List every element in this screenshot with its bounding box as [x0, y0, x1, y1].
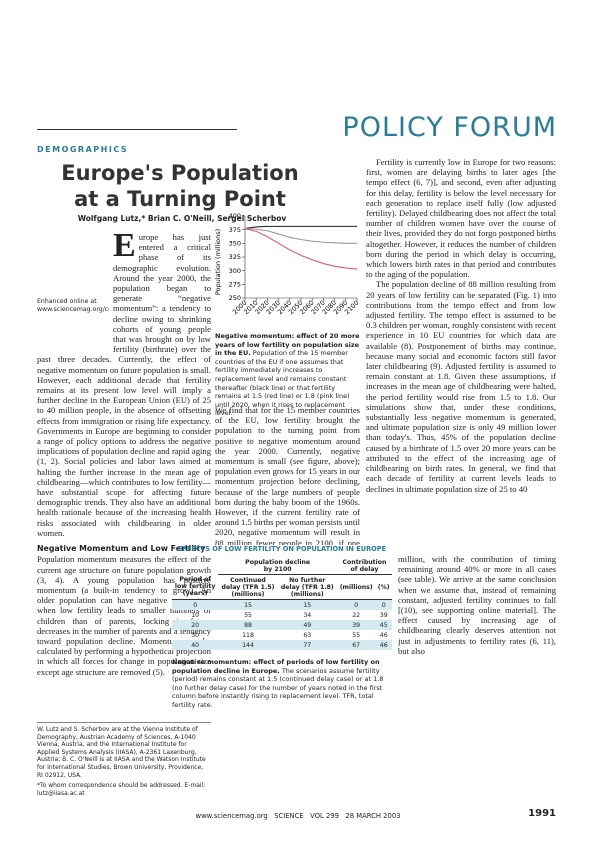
online-note: Enhanced online at www.sciencemag.org/cg…	[37, 298, 109, 314]
caption: Negative momentum: effect of 20 more yea…	[215, 332, 360, 418]
y-tick-label: 275	[229, 281, 241, 289]
table-title: EFFECTS OF LOW FERTILITY ON POPULATION I…	[177, 545, 387, 553]
column-header: Period of low fertility (years)	[172, 574, 219, 600]
paragraph: We find that for the 15 member countries…	[215, 405, 360, 545]
table-cell: 46	[379, 641, 388, 649]
y-tick-label: 350	[229, 240, 241, 248]
table-cell: 39	[352, 621, 361, 629]
table-row: 0 15 15 0 0	[172, 599, 392, 610]
caption-bold: Negative momentum: effect of periods of …	[172, 658, 380, 675]
table-cell: 118	[242, 631, 254, 639]
chart: Population (millions) 250 275 300 325 350 375…	[214, 212, 360, 316]
y-tick-label: 400	[229, 212, 241, 220]
header-row: Period of low fertility (years) Continued…	[172, 574, 392, 600]
group-header: Population decline by 2100	[218, 557, 337, 575]
table-cell: 15	[303, 601, 312, 609]
table-cell: 144	[242, 641, 254, 649]
table-cell: 30	[191, 631, 200, 639]
paragraph: Population momentum measures the effect …	[37, 554, 211, 677]
table-cell: 40	[191, 641, 200, 649]
table-cell: 88	[244, 621, 252, 629]
header-cell	[172, 557, 218, 575]
authors: Wolfgang Lutz,* Brian C. O'Neill, Sergei…	[77, 214, 287, 223]
table-cell: 55	[352, 631, 361, 639]
table-cell: 46	[379, 631, 388, 639]
paragraph: Europe has just entered a critical phase…	[37, 232, 211, 538]
header-row: Population decline by 2100 Contribution o…	[172, 557, 392, 575]
correspondence: *To whom correspondence should be addres…	[37, 782, 206, 797]
table-cell: 45	[379, 621, 388, 629]
y-tick-label: 300	[229, 267, 241, 275]
table-cell: 63	[303, 631, 312, 639]
table-cell: 67	[352, 641, 361, 649]
table-box: EFFECTS OF LOW FERTILITY ON POPULATION I…	[172, 545, 392, 710]
table-row: 40 144 77 67 46	[172, 640, 392, 650]
table-row: 10 55 34 22 39	[172, 610, 392, 620]
right-column-lower: million, with the contribution of timing…	[398, 554, 556, 810]
title: Europe's Population at a Turning Point	[61, 161, 299, 211]
column-header: Continued delay (TFR 1.5) (millions)	[218, 574, 278, 600]
table-caption: Negative momentum: effect of periods of …	[172, 658, 392, 710]
group-header: Contribution of delay	[336, 557, 392, 575]
affiliations: W. Lutz and S. Scherbov are at the Vienn…	[37, 726, 206, 779]
table-cell: 39	[379, 611, 388, 619]
column-header: (millions)	[336, 574, 376, 600]
rule	[37, 129, 237, 130]
table-cell: 0	[193, 601, 198, 609]
caption-bold: Negative momentum: effect of 20 more yea…	[215, 332, 360, 358]
section: DEMOGRAPHICS	[37, 145, 129, 154]
paragraph: Fertility is currently low in Europe for…	[366, 157, 556, 280]
series-line	[244, 228, 357, 244]
table-cell: 49	[303, 621, 312, 629]
heading: Negative Momentum and Low Fertility	[37, 544, 206, 554]
table-cell: 22	[352, 611, 361, 619]
caption-text: Population of the 15 member countries of…	[215, 349, 350, 418]
table-cell: 20	[191, 621, 200, 629]
page-number: 1991	[528, 808, 556, 819]
table-cell: 55	[244, 611, 252, 619]
middle-column: We find that for the 15 member countries…	[215, 405, 360, 545]
column-header: (%)	[375, 574, 392, 600]
table-cell: 10	[191, 611, 200, 619]
table-cell: 0	[381, 601, 386, 609]
forum-title: POLICY FORUM	[342, 112, 557, 143]
table-cell: 77	[303, 641, 312, 649]
spacer	[37, 232, 113, 352]
y-axis-label: Population (millions)	[214, 229, 222, 295]
footnotes: W. Lutz and S. Scherbov are at the Vienn…	[37, 722, 211, 811]
table-row: 30 118 63 55 46	[172, 630, 392, 640]
series-line	[244, 225, 357, 230]
column-header: No further delay (TFR 1.8) (millions)	[277, 574, 337, 600]
table-row: 20 88 49 39 45	[172, 620, 392, 630]
y-tick-label: 325	[229, 253, 241, 261]
y-tick-label: 250	[229, 294, 241, 302]
footer: www.sciencemag.org SCIENCE VOL 299 28 MA…	[195, 812, 401, 820]
left-column: Europe has just entered a critical phase…	[37, 232, 211, 718]
paragraph: million, with the contribution of timing…	[398, 554, 556, 656]
series-line	[244, 228, 358, 270]
figure-caption: Negative momentum: effect of 20 more yea…	[215, 332, 360, 418]
table-cell: 34	[303, 611, 312, 619]
paragraph: The population decline of 88 million res…	[366, 279, 556, 494]
y-tick-label: 375	[229, 226, 241, 234]
right-column: Fertility is currently low in Europe for…	[366, 157, 556, 553]
caption-text: The scenarios assume fertility (period) …	[172, 666, 384, 709]
table: Population decline by 2100 Contribution o…	[172, 557, 392, 650]
table-cell: 15	[244, 601, 252, 609]
table-cell: 0	[354, 601, 359, 609]
